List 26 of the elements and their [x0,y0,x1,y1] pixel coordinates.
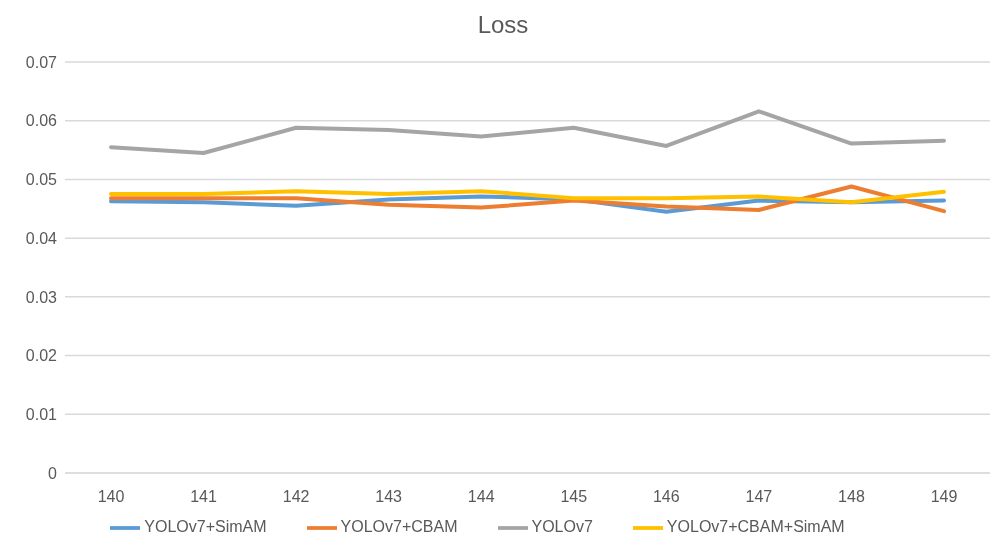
x-tick-label: 146 [652,488,680,506]
y-tick-label: 0.06 [25,112,58,130]
y-tick-label: 0.02 [25,347,58,365]
x-tick-label: 144 [467,488,495,506]
x-tick-label: 145 [560,488,588,506]
chart-title: Loss [477,11,529,39]
legend-label: YOLOv7+CBAM [340,518,458,536]
x-tick-label: 142 [282,488,310,506]
y-tick-label: 0.03 [25,288,58,306]
y-tick-label: 0.05 [25,171,58,189]
x-tick-label: 149 [930,488,958,506]
x-tick-label: 148 [838,488,865,506]
x-tick-label: 140 [97,488,125,506]
line-series [109,109,946,156]
line-series [109,184,946,214]
line-series [109,189,946,205]
legend-label: YOLOv7+SimAM [144,518,267,536]
legend-label: YOLOv7+CBAM+SimAM [666,518,845,536]
x-tick-label: 143 [375,488,403,506]
y-tick-label: 0.07 [25,53,58,71]
y-tick-label: 0.04 [25,229,58,247]
x-tick-label: 147 [745,488,773,506]
y-tick-label: 0.01 [25,405,58,423]
y-tick-label: 0 [48,464,58,482]
x-tick-label: 141 [190,488,217,506]
legend-label: YOLOv7 [531,518,593,536]
